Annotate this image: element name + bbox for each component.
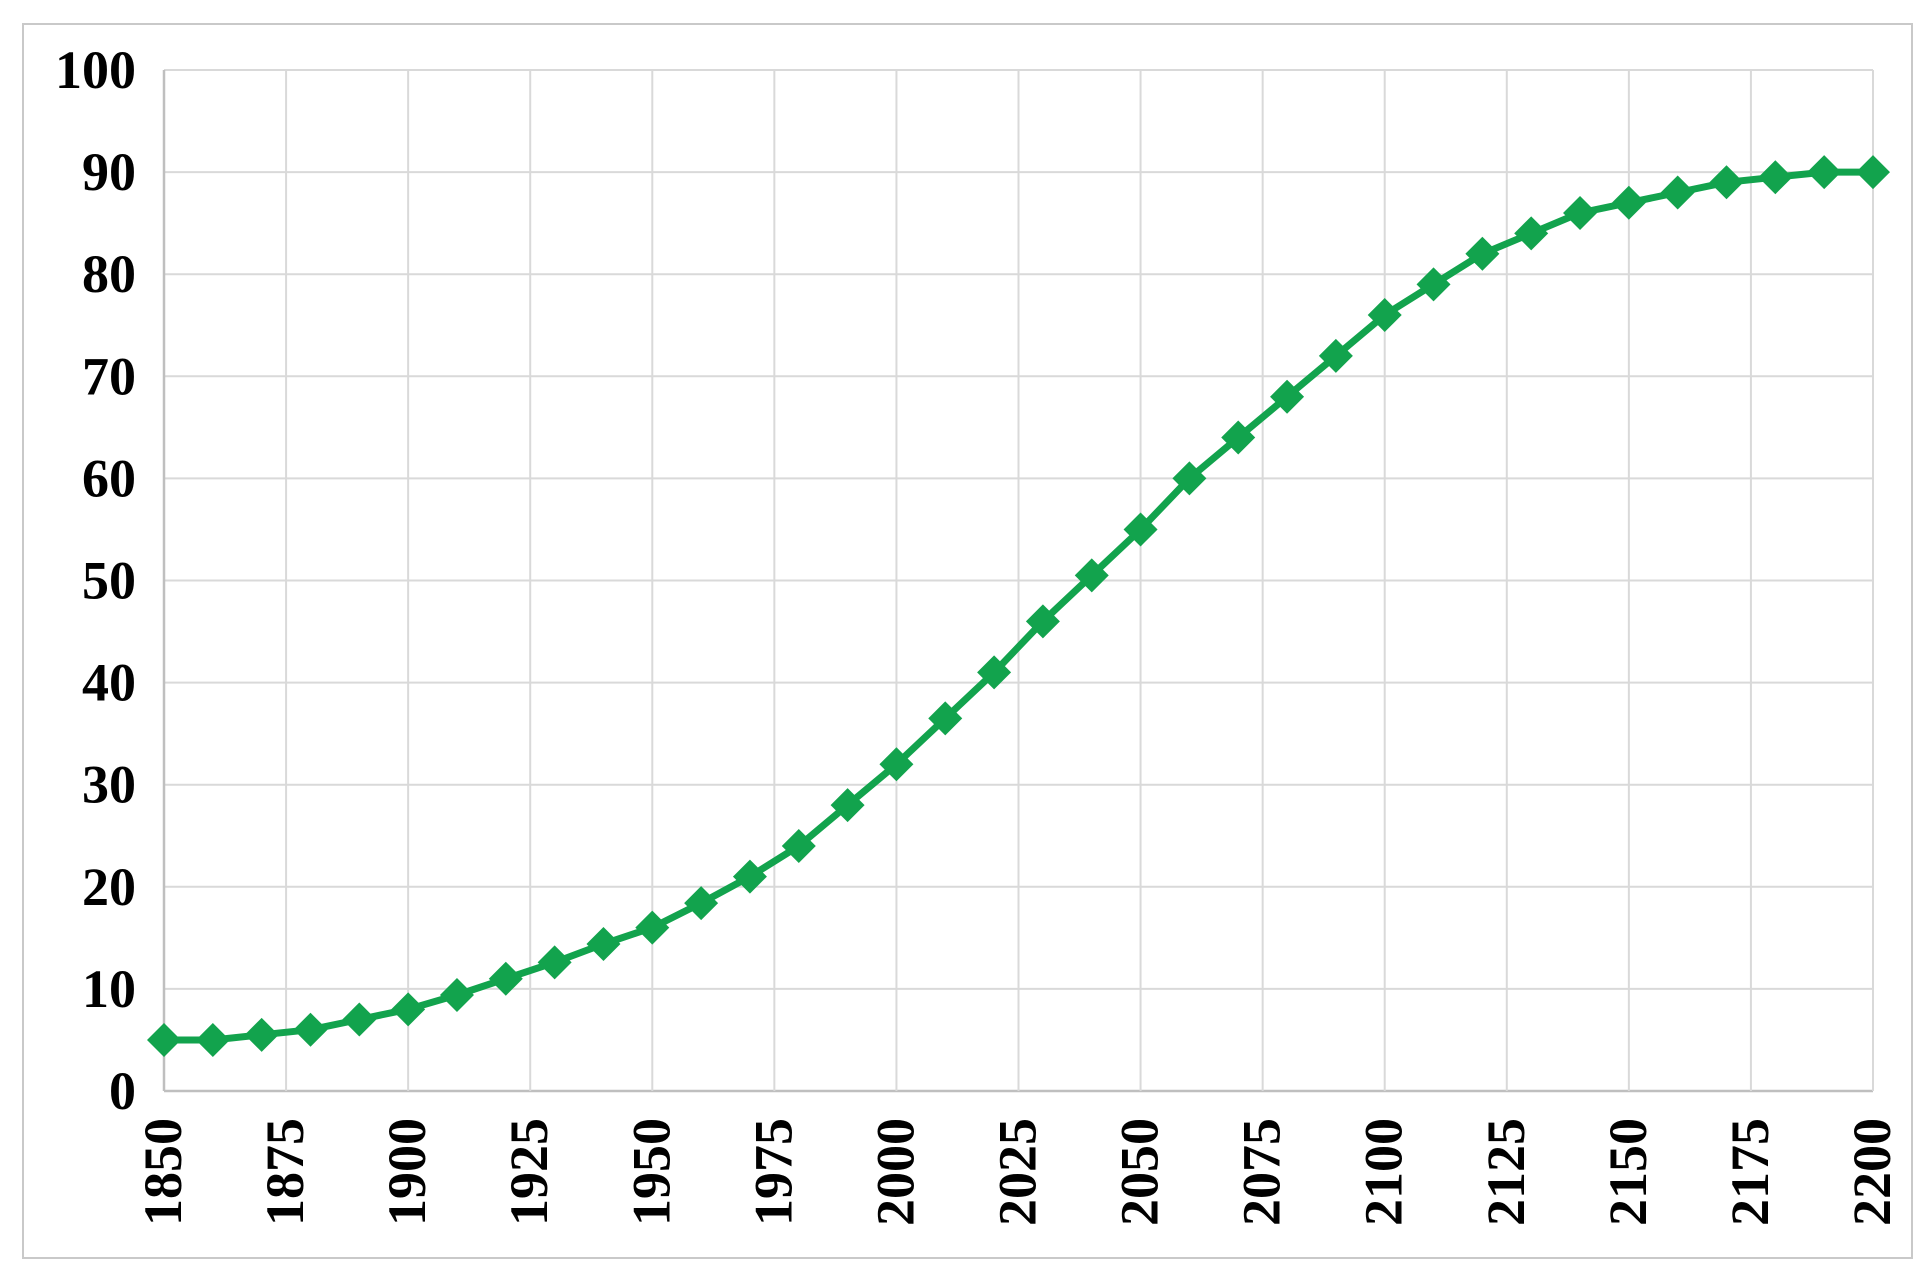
x-tick-label: 1925 bbox=[499, 1118, 559, 1226]
data-point-marker bbox=[1221, 420, 1256, 455]
y-tick-label: 20 bbox=[82, 857, 136, 917]
data-point-marker bbox=[1709, 165, 1744, 200]
x-tick-label: 2100 bbox=[1354, 1118, 1414, 1226]
y-tick-label: 10 bbox=[82, 959, 136, 1019]
y-tick-label: 100 bbox=[55, 40, 136, 100]
data-point-marker bbox=[1611, 185, 1646, 220]
data-point-marker bbox=[244, 1017, 279, 1052]
x-tick-label: 2200 bbox=[1842, 1118, 1902, 1226]
data-point-marker bbox=[293, 1012, 328, 1047]
y-tick-label: 90 bbox=[82, 142, 136, 202]
data-point-marker bbox=[1514, 216, 1549, 251]
x-tick-label: 2050 bbox=[1110, 1118, 1170, 1226]
y-tick-label: 70 bbox=[82, 346, 136, 406]
data-point-marker bbox=[1123, 512, 1158, 547]
x-tick-label: 2000 bbox=[865, 1118, 925, 1226]
data-point-marker bbox=[781, 828, 816, 863]
data-point-marker bbox=[1172, 461, 1207, 496]
y-tick-label: 40 bbox=[82, 653, 136, 713]
y-tick-label: 80 bbox=[82, 244, 136, 304]
data-point-marker bbox=[635, 910, 670, 945]
data-point-marker bbox=[1660, 175, 1695, 210]
x-tick-label: 2150 bbox=[1598, 1118, 1658, 1226]
data-point-marker bbox=[488, 961, 523, 996]
data-point-marker bbox=[147, 1022, 181, 1057]
data-point-marker bbox=[928, 701, 963, 736]
x-tick-label: 2125 bbox=[1476, 1118, 1536, 1226]
data-point-marker bbox=[977, 655, 1012, 690]
data-point-marker bbox=[1465, 236, 1500, 271]
x-tick-label: 1850 bbox=[133, 1118, 193, 1226]
x-tick-label: 1975 bbox=[743, 1118, 803, 1226]
data-point-marker bbox=[1758, 160, 1793, 195]
x-tick-label: 1950 bbox=[621, 1118, 681, 1226]
data-point-marker bbox=[1318, 338, 1353, 373]
data-point-marker bbox=[1074, 558, 1109, 593]
y-tick-label: 60 bbox=[82, 448, 136, 508]
data-point-marker bbox=[342, 1002, 377, 1037]
y-tick-label: 30 bbox=[82, 755, 136, 815]
x-tick-label: 2025 bbox=[988, 1118, 1048, 1226]
data-point-marker bbox=[1416, 267, 1451, 302]
data-point-marker bbox=[684, 886, 719, 921]
data-point-marker bbox=[1563, 195, 1598, 230]
x-tick-label: 2075 bbox=[1232, 1118, 1292, 1226]
data-point-marker bbox=[391, 992, 426, 1027]
data-point-marker bbox=[1025, 604, 1060, 639]
data-point-marker bbox=[537, 945, 572, 980]
data-point-marker bbox=[830, 788, 865, 823]
data-point-marker bbox=[879, 747, 914, 782]
data-point-marker bbox=[195, 1022, 230, 1057]
x-tick-label: 2175 bbox=[1720, 1118, 1780, 1226]
data-point-marker bbox=[732, 859, 767, 894]
y-tick-label: 0 bbox=[109, 1061, 136, 1121]
data-point-marker bbox=[1856, 155, 1890, 190]
x-tick-label: 1875 bbox=[255, 1118, 315, 1226]
chart-frame-border bbox=[22, 23, 1913, 1259]
data-point-marker bbox=[586, 926, 621, 961]
data-point-marker bbox=[1367, 298, 1402, 333]
data-point-marker bbox=[1270, 379, 1305, 414]
x-tick-label: 1900 bbox=[377, 1118, 437, 1226]
y-tick-label: 50 bbox=[82, 551, 136, 611]
data-point-marker bbox=[1807, 155, 1842, 190]
data-point-marker bbox=[439, 978, 474, 1013]
